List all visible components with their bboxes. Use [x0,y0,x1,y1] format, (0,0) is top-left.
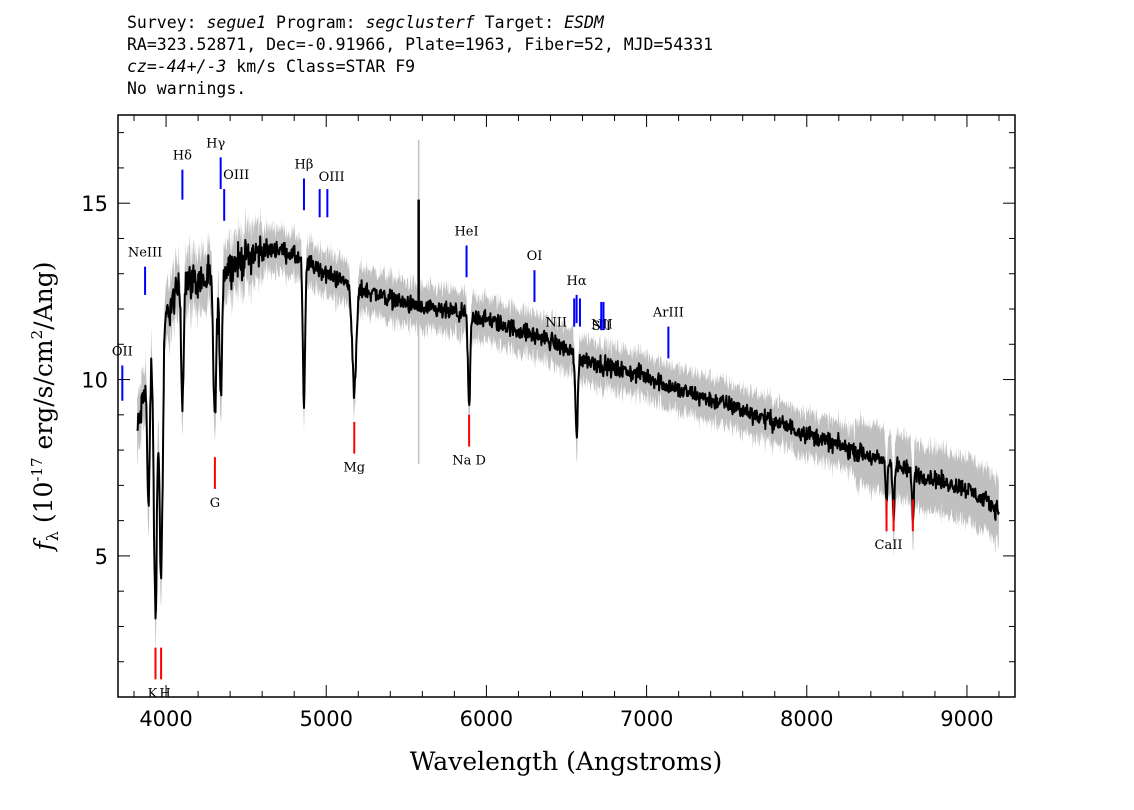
emission-line-label: OIII [223,168,249,183]
axis-ticks: 4000 5000 6000 7000 8000 9000 5 10 15 [81,115,1015,731]
x-tick-label: 7000 [620,707,673,731]
emission-line-label: HeI [454,225,478,240]
absorption-line-label: Mg [343,461,365,476]
emission-line-label: Hγ [206,136,225,151]
program-prefix: Program: [266,13,366,32]
emission-line-label: OIII [319,170,345,185]
class-info: km/s Class=STAR F9 [226,57,416,76]
x-tick-label: 5000 [300,707,353,731]
program-name: segclusterf [365,13,475,32]
flux-series-line [136,235,1000,620]
redshift-value: cz=-44+/-3 [127,57,227,76]
survey-name: segue1 [206,13,267,32]
error-band-layer [137,139,999,651]
error-band [137,207,999,651]
target-name: ESDM [564,13,604,32]
emission-line-label: OII [112,344,133,359]
emission-line-label: Hβ [295,157,314,172]
emission-line-label: SII [592,319,611,334]
absorption-line-label: G [210,496,220,511]
flux-layer [136,199,1000,620]
x-axis-title: Wavelength (Angstroms) [410,747,722,776]
absorption-line-label: Na D [452,454,486,469]
absorption-line-label: CaII [875,538,903,553]
target-prefix: Target: [474,13,565,32]
header-line-4: No warnings. [127,79,247,98]
emission-line-label: NII [545,315,567,330]
emission-line-label: OI [527,249,543,264]
y-tick-label: 10 [81,369,108,393]
absorption-line-label: K [148,686,158,701]
spectral-line-markers: OIIHδHγOIIINeIIIHβOIIIHeIOINIIHαNIISIIAr… [112,136,914,701]
y-axis-title: fλ (10-17 erg/s/cm2/Ang) [28,261,62,552]
x-tick-label: 8000 [780,707,833,731]
plot-frame [117,114,1016,698]
emission-line-label: ArIII [652,306,684,321]
y-tick-label: 15 [81,192,108,216]
spectrum-header: Survey: segue1 Program: segclusterf Targ… [127,12,713,100]
emission-line-label: Hα [567,274,587,289]
x-tick-label: 6000 [460,707,513,731]
x-tick-label: 4000 [139,707,192,731]
emission-line-label: Hδ [173,149,192,164]
x-tick-label: 9000 [940,707,993,731]
header-line-1: Survey: segue1 Program: segclusterf Targ… [127,12,713,34]
header-line-2: RA=323.52871, Dec=-0.91966, Plate=1963, … [127,35,714,54]
absorption-line-label: H [159,686,170,701]
header-line-3: cz=-44+/-3 km/s Class=STAR F9 [127,56,713,78]
emission-line-label: NeIII [128,246,162,261]
survey-prefix: Survey: [127,13,207,32]
y-tick-label: 5 [95,545,108,569]
